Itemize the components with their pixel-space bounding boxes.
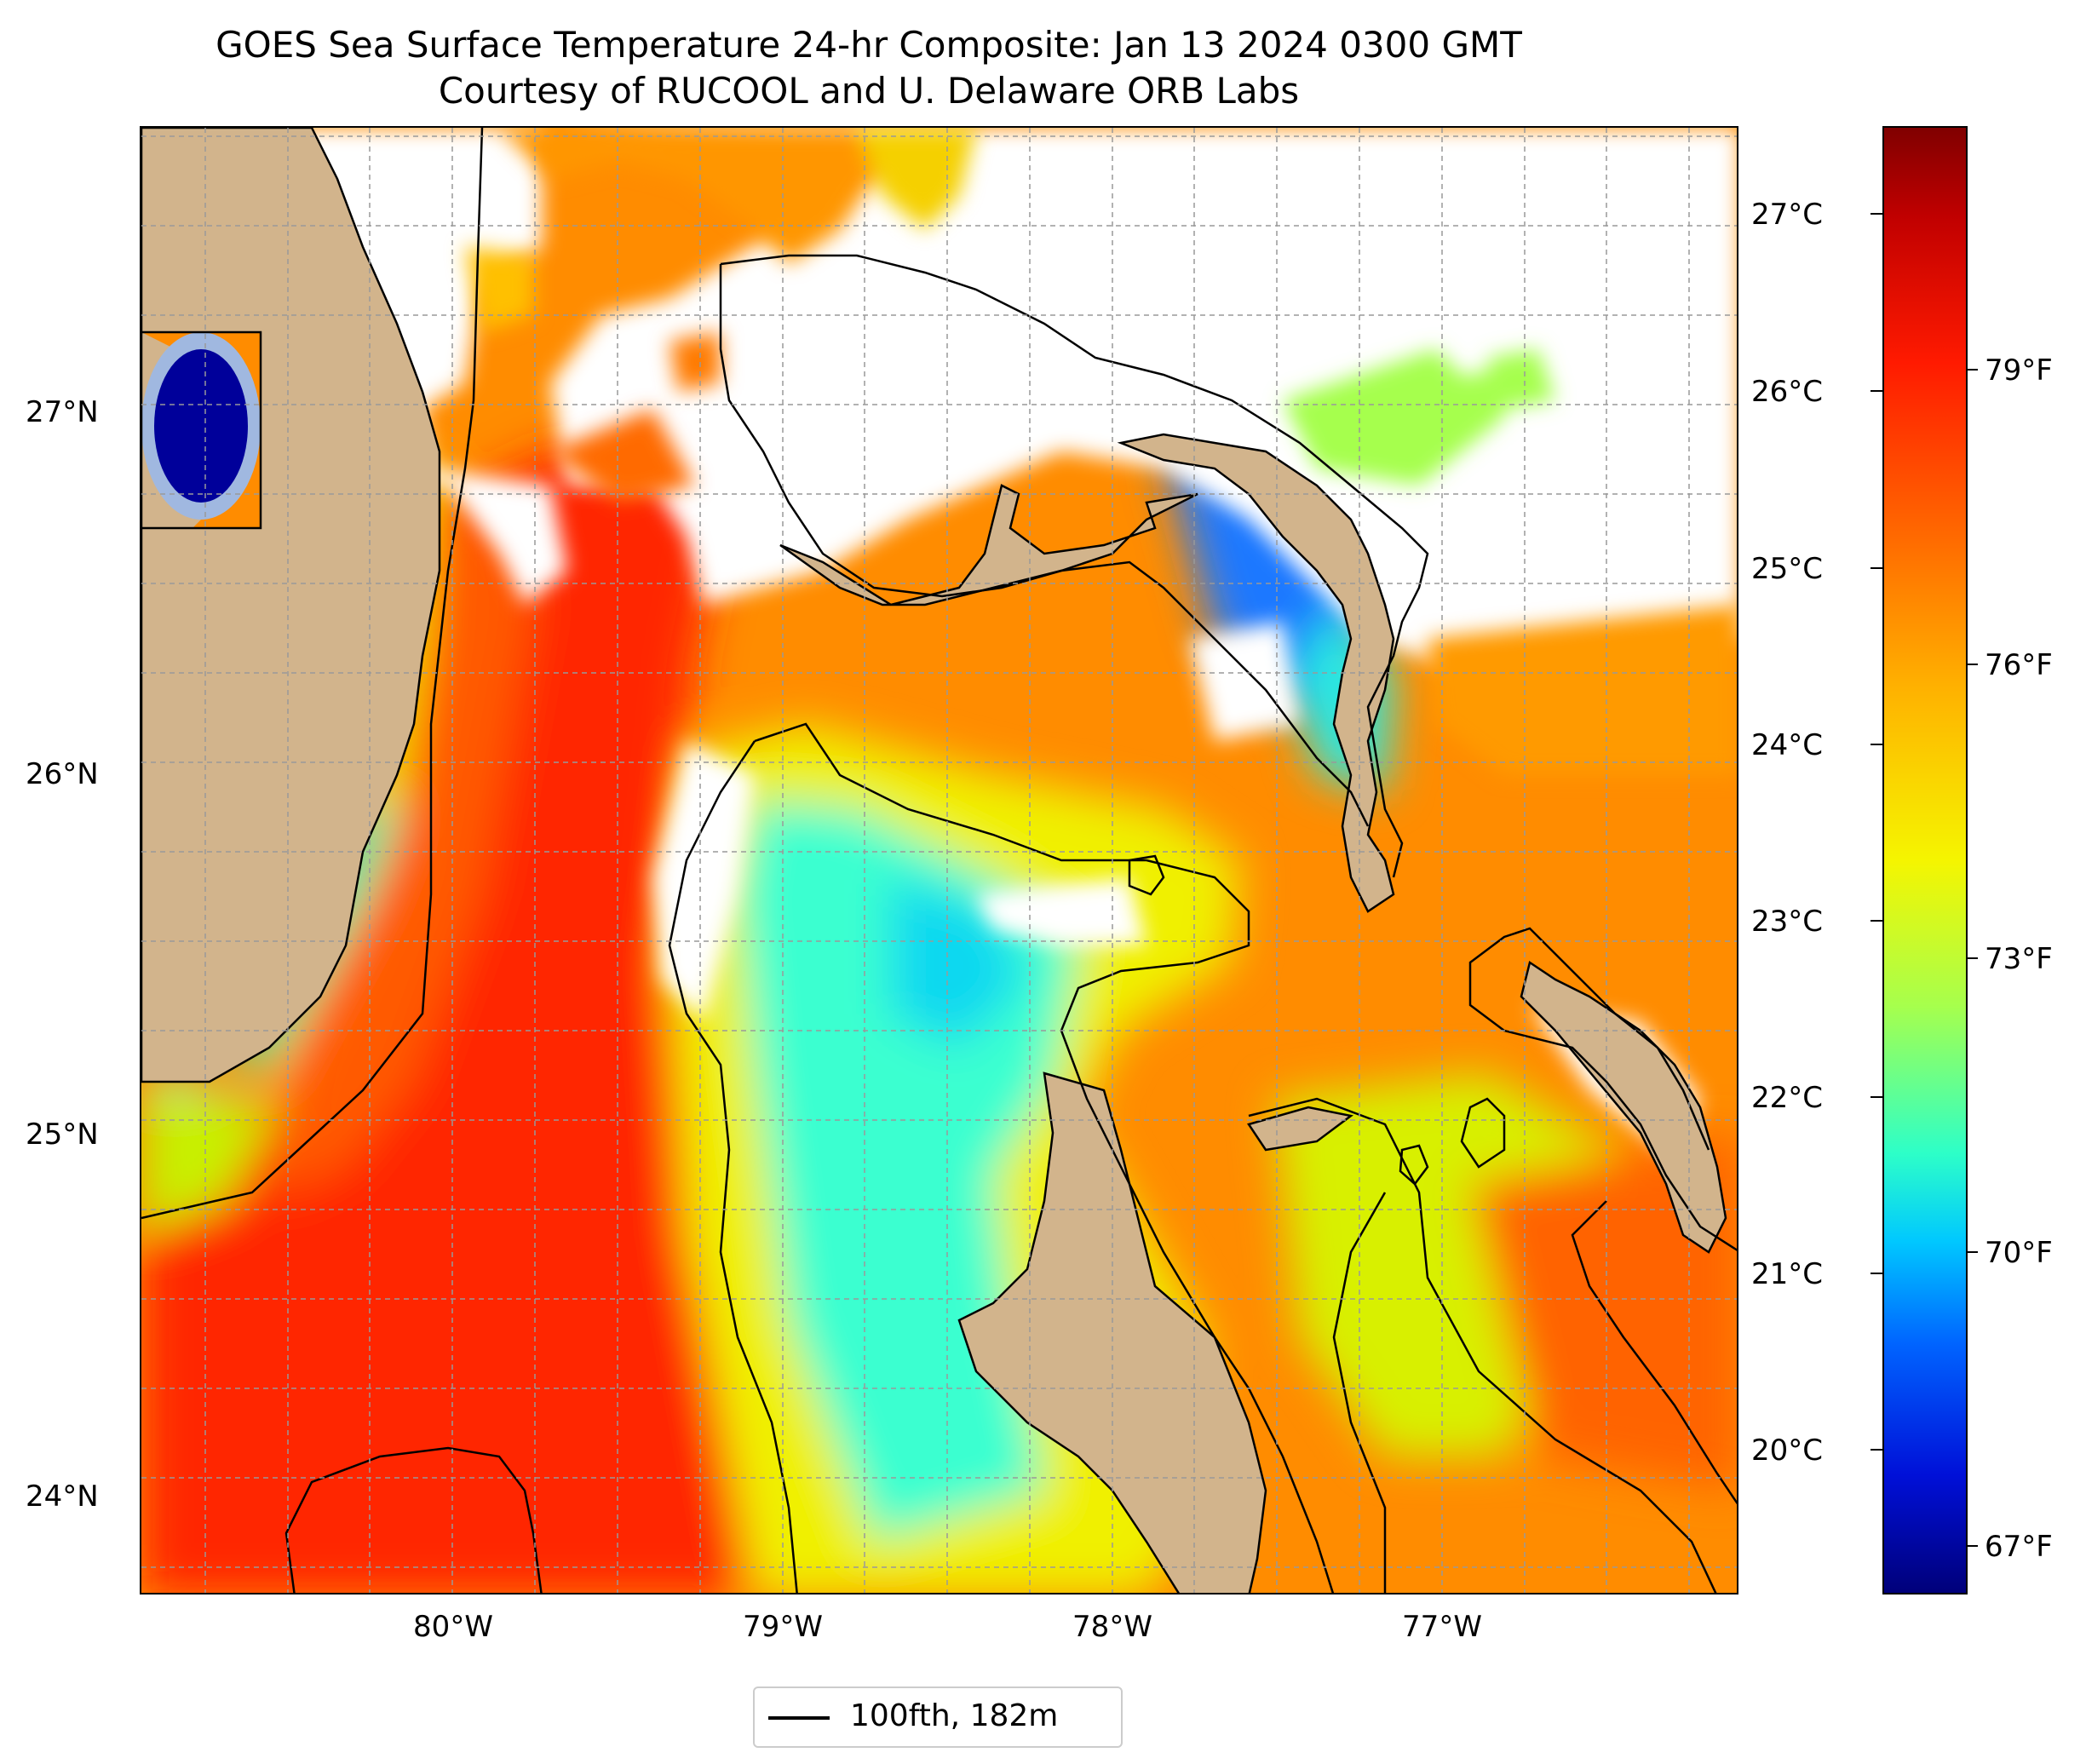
colorbar-label-20c: 20°C (1751, 1434, 1824, 1468)
colorbar-label-23c: 23°C (1751, 905, 1824, 939)
colorbar-label-70f: 70°F (1985, 1236, 2053, 1270)
lake-okeechobee-area (141, 332, 261, 528)
florida-land (141, 128, 441, 1083)
temperature-colorbar (1882, 126, 1968, 1594)
chart-title-line-2: Courtesy of RUCOOL and U. Delaware ORB L… (438, 70, 1300, 112)
legend-line-swatch (768, 1716, 830, 1720)
colorbar-label-24c: 24°C (1751, 728, 1824, 762)
sst-map[interactable] (140, 126, 1738, 1594)
lon-label-80w: 80°W (413, 1610, 493, 1644)
colorbar-label-27c: 27°C (1751, 198, 1824, 232)
colorbar-label-22c: 22°C (1751, 1081, 1824, 1115)
chart-title-line-1: GOES Sea Surface Temperature 24-hr Compo… (215, 24, 1522, 66)
new-providence-island (1247, 1106, 1353, 1152)
colorbar-label-79f: 79°F (1985, 353, 2053, 388)
gridlines (141, 128, 1737, 1593)
depth-contours (141, 128, 1737, 1593)
colorbar-label-73f: 73°F (1985, 942, 2053, 976)
colorbar-label-76f: 76°F (1985, 648, 2053, 682)
legend-label: 100fth, 182m (850, 1698, 1059, 1733)
lat-label-26n: 26°N (26, 757, 99, 791)
lat-label-25n: 25°N (26, 1118, 99, 1152)
no-data-regions (295, 128, 1737, 1158)
andros-island (957, 1072, 1267, 1593)
lon-label-77w: 77°W (1402, 1610, 1482, 1644)
map-canvas (141, 128, 1737, 1593)
abaco-island (1117, 433, 1395, 913)
gulf-stream-band (141, 451, 806, 1593)
colorbar-label-26c: 26°C (1751, 375, 1824, 409)
colorbar-label-67f: 67°F (1985, 1530, 2053, 1564)
colorbar-label-25c: 25°C (1751, 552, 1824, 586)
lat-label-24n: 24°N (26, 1480, 99, 1514)
lat-label-27n: 27°N (26, 395, 99, 429)
map-legend: 100fth, 182m (753, 1686, 1123, 1748)
lon-label-78w: 78°W (1072, 1610, 1152, 1644)
colorbar-label-21c: 21°C (1751, 1257, 1824, 1291)
lon-label-79w: 79°W (743, 1610, 823, 1644)
